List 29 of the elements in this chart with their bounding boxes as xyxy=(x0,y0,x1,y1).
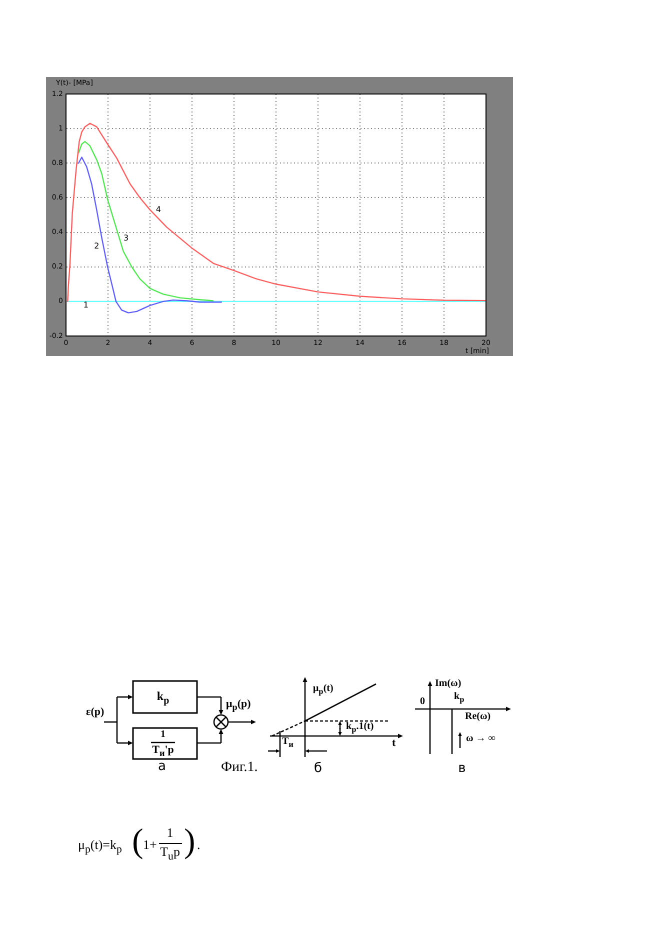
text: 1 xyxy=(166,825,174,840)
annotation: 1 xyxy=(83,300,88,310)
text: б xyxy=(314,761,322,776)
text: . xyxy=(197,837,200,852)
text: μ$_{p}$(t)=k$_{p}$ xyxy=(78,837,122,856)
text: Re(ω) xyxy=(465,711,491,722)
text: μ$_{p}$(p) xyxy=(226,698,251,712)
text: 1 xyxy=(160,729,166,740)
text: 0 xyxy=(420,696,425,707)
text: а xyxy=(158,759,166,774)
text: T$_{и}$ xyxy=(282,736,294,750)
text: Im(ω) xyxy=(435,678,462,689)
text: ( xyxy=(132,823,144,860)
annotation: 3 xyxy=(124,233,129,242)
text: ) xyxy=(184,823,196,860)
annotation: 2 xyxy=(94,241,100,250)
text: 1+ xyxy=(143,837,157,852)
text: T$_{и}$'p xyxy=(152,744,174,758)
text: t xyxy=(392,737,396,749)
annotation: 4 xyxy=(156,204,161,214)
text: Фиг.1. xyxy=(221,760,258,775)
text: ε(p) xyxy=(86,706,104,718)
text: в xyxy=(458,761,466,776)
text: k$_{p}$ xyxy=(156,689,170,706)
text: ω → ∞ xyxy=(466,733,496,744)
text: k$_{p}$ xyxy=(454,691,464,704)
text: k$_{p}$.1(t) xyxy=(346,721,374,734)
text: μ$_{p}$(t) xyxy=(313,683,334,696)
text: T$_{u}$p xyxy=(160,844,180,863)
